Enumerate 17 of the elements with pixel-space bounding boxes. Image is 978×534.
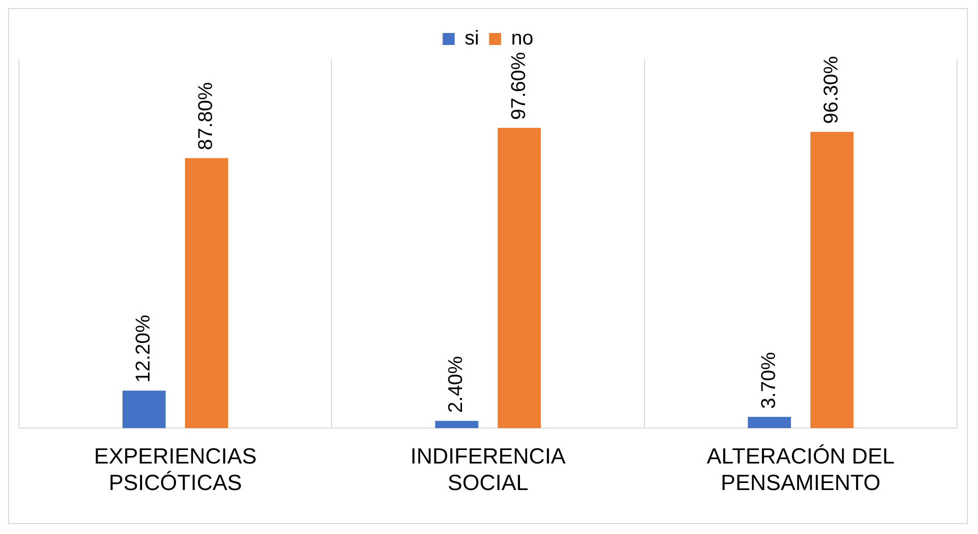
data-label: 12.20% (132, 314, 155, 383)
data-label: 87.80% (195, 82, 218, 150)
x-tick-label: INDIFERENCIA SOCIAL (410, 443, 566, 495)
data-label: 3.70% (758, 352, 780, 409)
data-label: 97.60% (508, 52, 530, 120)
bar (810, 132, 854, 428)
legend-label: si (464, 28, 480, 50)
data-label: 2.40% (445, 356, 468, 413)
bar (435, 420, 478, 428)
bar (498, 128, 541, 428)
bar (122, 390, 166, 428)
bar (185, 158, 228, 428)
legend-label: no (511, 28, 534, 50)
x-tick-label: ALTERACIÓN DEL PENSAMIENTO (706, 443, 895, 495)
bar (748, 416, 791, 428)
x-tick-label: EXPERIENCIAS PSICÓTICAS (94, 443, 257, 495)
data-label: 96.30% (820, 56, 842, 124)
